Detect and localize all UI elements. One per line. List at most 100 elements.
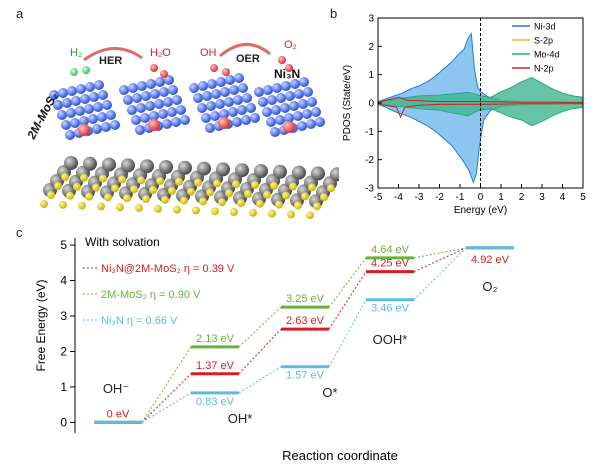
sulfur-atom (268, 209, 276, 218)
pdos-line-n-2p-down (377, 103, 584, 119)
her-label: HER (99, 55, 122, 67)
catalyst-illustration: H₂ HER H₂O OH OER O₂ 2M-MoS₂ Ni₃N (14, 20, 344, 225)
molybdenum-atom (216, 162, 230, 177)
nickel-atom (219, 109, 229, 119)
pdos-x-tick-label: -2 (435, 192, 444, 203)
nickel-atom (275, 115, 285, 125)
nickel-atom (172, 95, 182, 105)
nickel-atom (280, 103, 290, 113)
nickel-atom (228, 107, 238, 117)
nickel-atom (229, 85, 239, 95)
molybdenum-atom (254, 164, 268, 178)
free-energy-axes: 0 1 2 3 4 5 (60, 238, 76, 433)
sulfur-atom (61, 173, 69, 181)
molybdenum-atom (102, 157, 116, 172)
nickel-atom (94, 80, 104, 90)
nickel-atom (131, 115, 141, 125)
sulfur-atom (232, 180, 240, 189)
free-energy-connector (328, 257, 367, 308)
nickel-atom (132, 93, 142, 103)
sulfur-atom (123, 194, 131, 203)
nickel-atom (189, 83, 199, 93)
free-energy-connector (141, 373, 192, 423)
sulfur-atom (225, 189, 233, 198)
nickel-atom (128, 83, 138, 93)
free-energy-y-tick-label: 5 (60, 238, 67, 252)
sulfur-atom (130, 185, 138, 194)
nickel-atom (85, 82, 95, 92)
free-energy-y-tick-label: 4 (60, 274, 67, 288)
panel-label-b: b (330, 6, 338, 21)
nickel-atom (201, 113, 211, 123)
nickel-atom (137, 81, 147, 91)
free-energy-legend-label: 2M-MoS₂ η = 0.90 V (101, 289, 201, 301)
pdos-legend-label: S-2p (534, 36, 553, 46)
pdos-x-tick-label: 5 (580, 192, 586, 203)
nickel-atom (162, 119, 172, 129)
reaction-step-label: OH⁻ (103, 381, 129, 396)
nickel-atom (89, 92, 99, 102)
nickel-atom (136, 103, 146, 113)
sulfur-atom (66, 191, 74, 200)
nickel-atom (270, 127, 280, 137)
pdos-area-ni-3d-up (378, 33, 583, 103)
free-energy-connector (141, 346, 192, 423)
sulfur-atom (282, 191, 290, 200)
pdos-plot-area (377, 32, 584, 184)
nickel-atom (79, 116, 89, 126)
nickel-atom (289, 101, 299, 111)
nickel-atom (110, 120, 120, 130)
free-energy-connector (413, 247, 467, 259)
nickel-atom (106, 110, 116, 120)
free-energy-legend-label: Ni₃N@2M-MoS₂ η = 0.39 V (101, 263, 235, 275)
nickel-atom (267, 95, 277, 105)
pdos-x-tick-label: 3 (539, 192, 545, 203)
sulfur-atom (289, 182, 297, 191)
nickel-atom (159, 87, 169, 97)
nickel-atom (233, 95, 243, 105)
pdos-x-tick-label: -4 (394, 192, 403, 203)
reaction-step-label: OOH* (373, 332, 408, 347)
nickel-atom (211, 89, 221, 99)
nickel-atom (98, 90, 108, 100)
nickel-atom (57, 110, 67, 120)
sulfur-atom (192, 206, 200, 215)
sulfur-atom (118, 175, 126, 184)
nickel-atom (258, 97, 268, 107)
pdos-line-n-2p-up (377, 96, 584, 103)
nickel-atom (80, 94, 90, 104)
adsorbate-atom (82, 66, 90, 74)
nickel-atom (220, 87, 230, 97)
sulfur-atom (270, 181, 278, 190)
atom-lattice (40, 56, 344, 220)
o2-label: O₂ (284, 39, 297, 51)
pdos-line-mo-4d-down (377, 103, 584, 127)
nickel-atom (164, 75, 174, 85)
sulfur-atom (211, 207, 219, 216)
nickel-atom (262, 107, 272, 117)
pdos-y-tick-label: 1 (368, 70, 374, 81)
nickel-atom (297, 121, 307, 131)
nickel-atom (298, 99, 308, 109)
sulfur-atom (40, 200, 48, 208)
pdos-x-tick-label: 1 (498, 192, 504, 203)
sulfur-atom (256, 199, 264, 208)
adsorbate-atom (210, 64, 218, 72)
sulfur-atom (78, 201, 86, 210)
free-energy-value-label: 1.37 eV (196, 360, 235, 372)
nickel-atom (198, 81, 208, 91)
nickel-atom (193, 93, 203, 103)
molybdenum-atom (235, 163, 249, 178)
nitrogen-atom (148, 119, 160, 131)
nickel-atom (123, 95, 133, 105)
free-energy-value-label: 3.25 eV (286, 293, 325, 305)
nickel-atom (263, 85, 273, 95)
pdos-x-tick-label: -5 (374, 192, 383, 203)
reaction-step-label: OH* (228, 411, 253, 426)
pdos-y-tick-label: 0 (368, 99, 374, 110)
nitrogen-atom (218, 117, 230, 129)
adsorbate-atom (70, 68, 78, 76)
free-energy-value-label: 1.57 eV (286, 370, 325, 382)
nickel-atom (285, 91, 295, 101)
nickel-atom (210, 111, 220, 121)
